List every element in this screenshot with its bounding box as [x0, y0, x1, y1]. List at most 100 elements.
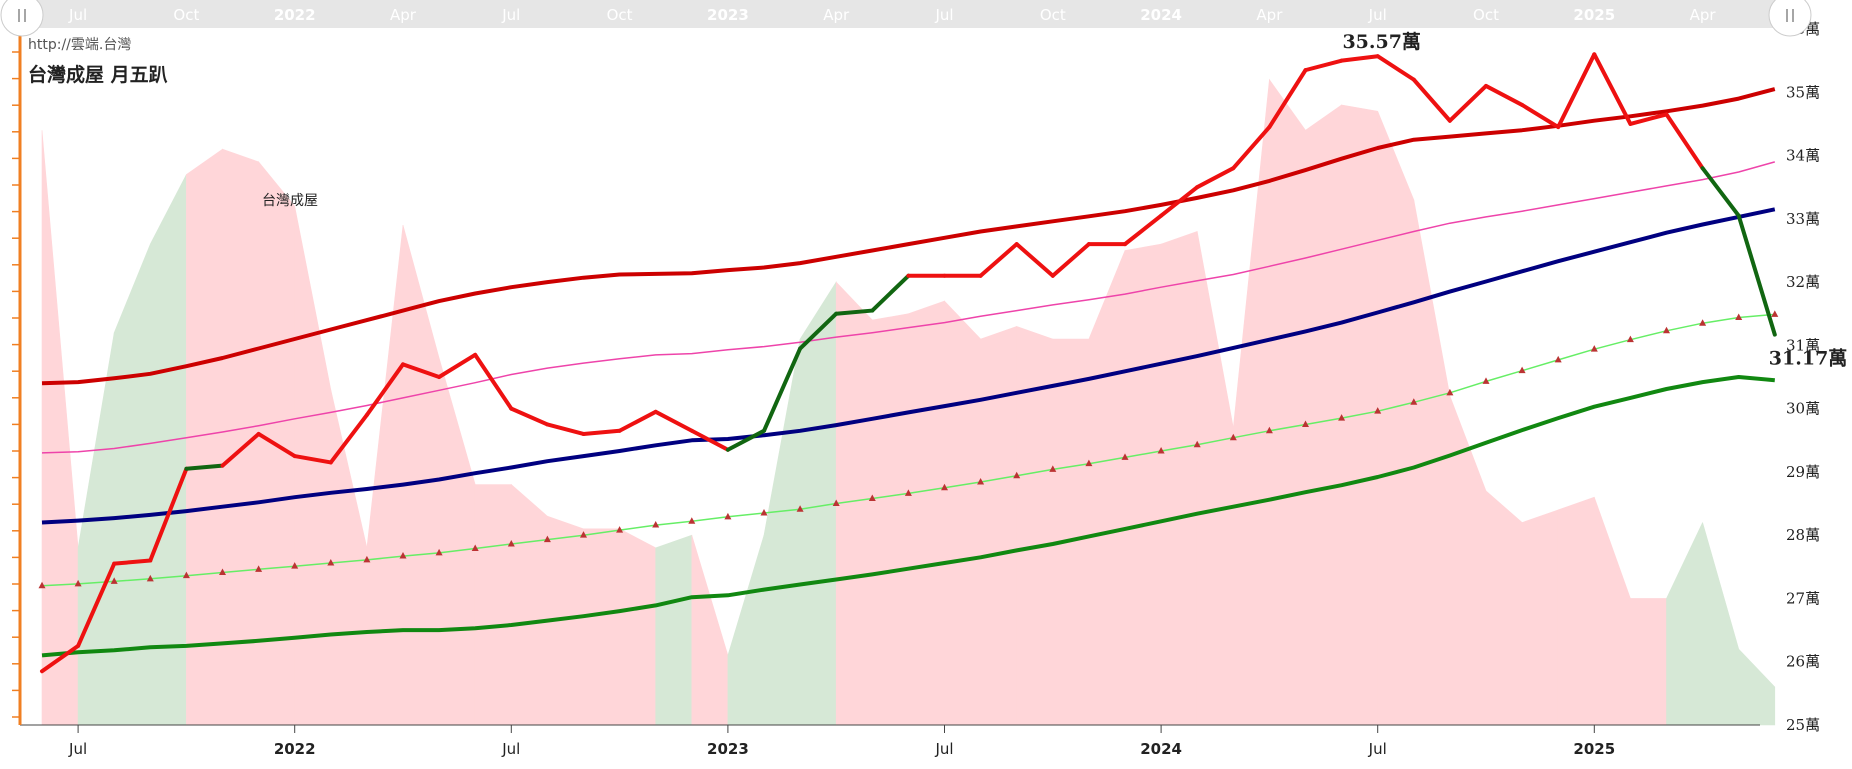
trend-marker	[363, 555, 371, 563]
price-segment	[437, 352, 478, 379]
price-segment	[1411, 77, 1452, 123]
y-tick-label: 33萬	[1786, 210, 1820, 228]
price-segment	[545, 422, 586, 436]
price-segment	[978, 242, 1019, 278]
y-tick-label: 28萬	[1786, 526, 1820, 544]
price-segment	[1159, 185, 1200, 218]
x-tick-label: Jul	[934, 740, 953, 758]
price-segment	[1520, 102, 1561, 130]
area-segment	[1521, 509, 1559, 726]
x-tick-label: 2024	[1140, 740, 1182, 758]
trend-marker	[760, 509, 768, 516]
navigator-left-handle[interactable]	[0, 0, 44, 37]
area-segment	[41, 130, 79, 726]
trend-marker	[1771, 310, 1779, 317]
navigator-label: Oct	[173, 6, 199, 24]
trend-marker	[1049, 465, 1057, 472]
trend-marker	[255, 565, 263, 572]
navigator-label: 2022	[274, 6, 316, 24]
trend-marker	[1699, 319, 1707, 326]
price-segment	[689, 428, 730, 452]
trend-marker	[832, 499, 840, 507]
trend-marker	[182, 571, 190, 579]
price-segment	[581, 428, 622, 436]
price-segment	[76, 561, 117, 648]
y-tick-label: 29萬	[1786, 463, 1820, 481]
y-tick-label: 35萬	[1786, 83, 1820, 101]
price-segment	[1339, 54, 1380, 63]
price-segment	[364, 362, 405, 417]
trend-marker	[1157, 447, 1165, 454]
area-segment	[1233, 79, 1270, 726]
y-tick-label: 27萬	[1786, 589, 1820, 607]
area-segment	[1485, 490, 1523, 726]
price-segment	[1303, 58, 1344, 73]
price-segment	[1050, 242, 1091, 278]
area-segment	[727, 535, 765, 726]
trend-marker	[580, 531, 587, 538]
price-segment	[870, 273, 911, 313]
area-segment	[1052, 338, 1090, 726]
navigator-bar	[14, 0, 1792, 28]
price-segment	[762, 346, 803, 433]
y-tick-label: 26萬	[1786, 653, 1820, 671]
mid-line	[41, 207, 1776, 525]
y-tick-label: 30萬	[1786, 400, 1820, 418]
price-segment	[1484, 83, 1525, 107]
area-segment	[1160, 231, 1198, 726]
trend-marker	[291, 562, 299, 569]
area-segment	[1702, 522, 1739, 726]
navigator-label: Apr	[1690, 6, 1717, 24]
y-tick-label: 34萬	[1786, 147, 1820, 165]
trend-marker	[74, 579, 82, 587]
trend-marker	[507, 540, 515, 547]
area-segment	[1630, 598, 1667, 726]
upper-band-line	[41, 87, 1776, 386]
price-segment	[112, 558, 153, 566]
trend-marker	[1013, 471, 1021, 479]
trend-marker	[110, 577, 118, 584]
area-segment	[799, 281, 837, 726]
area-segment	[474, 484, 512, 726]
area-segment	[583, 528, 620, 726]
lower-band-line	[41, 375, 1775, 658]
x-tick-label: 2025	[1573, 740, 1615, 758]
price-segment	[1700, 166, 1741, 218]
area-segment	[294, 206, 332, 726]
navigator-label: Jul	[1368, 6, 1387, 24]
area-segment	[835, 281, 873, 726]
trend-marker	[941, 483, 948, 491]
trend-marker	[1374, 407, 1382, 414]
area-segment	[77, 332, 115, 726]
area-segment	[619, 528, 656, 726]
price-segment	[401, 362, 442, 379]
price-segment	[328, 412, 369, 465]
trend-marker	[1590, 345, 1598, 352]
navigator-label: Oct	[1040, 6, 1066, 24]
navigator-label: Apr	[823, 6, 850, 24]
trend-marker	[1302, 420, 1309, 427]
navigator-right-handle[interactable]	[1768, 0, 1812, 37]
trend-marker	[1554, 355, 1562, 363]
area-segment	[980, 325, 1017, 726]
area-segment	[1124, 243, 1162, 726]
trend-marker	[1663, 326, 1670, 334]
price-segment	[256, 431, 297, 459]
price-segment	[1664, 112, 1705, 171]
area-segment	[113, 244, 151, 726]
area-segment	[1088, 250, 1126, 726]
trend-marker	[1085, 459, 1093, 467]
page-title: 台灣成屋 月五趴	[28, 64, 168, 86]
area-segment	[691, 535, 729, 726]
area-segment	[1594, 497, 1631, 726]
price-segment	[834, 308, 875, 316]
price-segment	[617, 409, 658, 433]
trend-marker	[543, 535, 551, 543]
price-segment	[1556, 52, 1597, 130]
trend-marker	[1229, 433, 1237, 441]
area-segment	[402, 225, 440, 726]
trend-marker	[1193, 440, 1201, 448]
price-segment	[1592, 52, 1633, 126]
price-segment	[148, 466, 189, 563]
